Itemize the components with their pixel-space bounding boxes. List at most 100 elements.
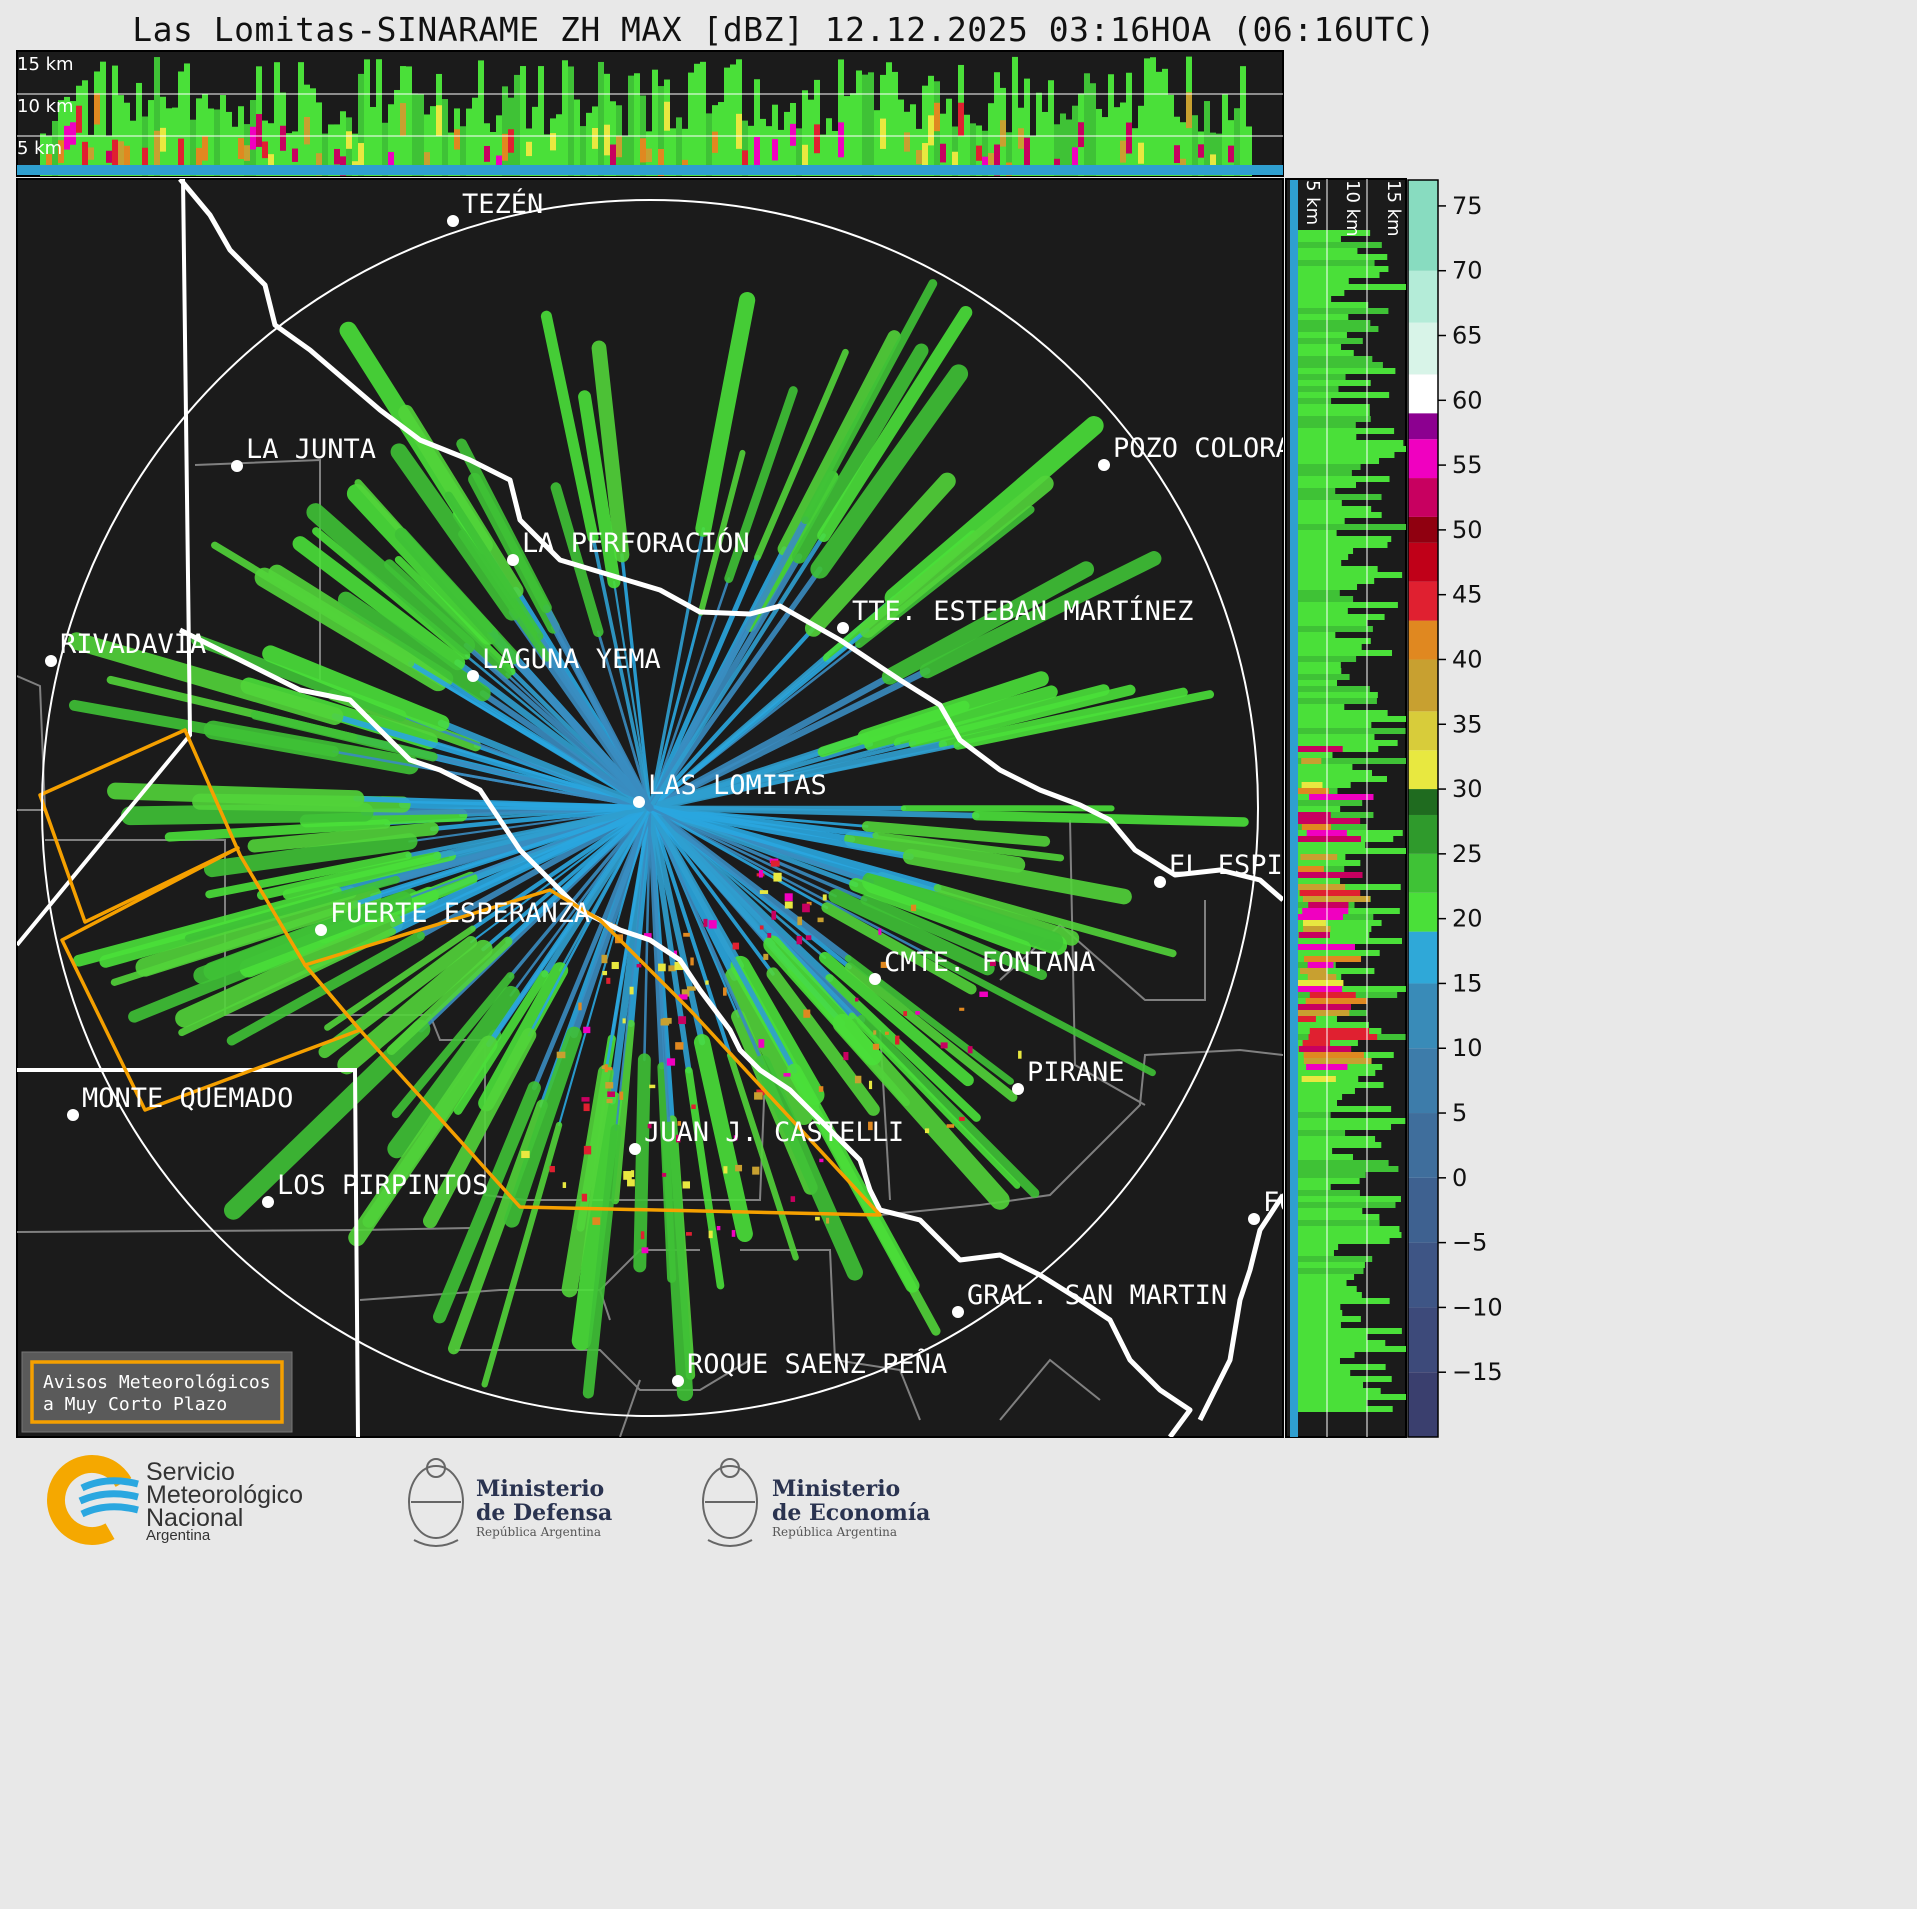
colorbar-band-2 [1408, 1242, 1438, 1308]
place-dot [447, 215, 459, 227]
argentina-shield-icon [702, 1458, 758, 1547]
place-dot [952, 1306, 964, 1318]
colorbar-tick-label: −5 [1452, 1229, 1487, 1257]
colorbar-tick-label: 0 [1452, 1164, 1467, 1192]
radar-map-panel: TEZÉN LA JUNTA POZO COLORADO LA PERFORACIÓN… [16, 178, 1377, 1438]
colorbar-tick-label: 5 [1452, 1099, 1467, 1127]
place-label: FORMOSA [1263, 1187, 1377, 1218]
colorbar-tick-label: 45 [1452, 581, 1483, 609]
smn-line3: Nacional [146, 1504, 243, 1532]
colorbar-bands [1408, 180, 1438, 1437]
colorbar-band-9 [1408, 853, 1438, 893]
colorbar-tick-label: 75 [1452, 192, 1483, 220]
place-dot [1098, 459, 1110, 471]
place-dot [67, 1109, 79, 1121]
colorbar-band-17 [1408, 542, 1438, 582]
place-dot [1012, 1083, 1024, 1095]
colorbar-band-19 [1408, 478, 1438, 517]
top-cross-section-echoes [17, 56, 1283, 176]
place-label: CMTE. FONTANA [884, 947, 1095, 978]
province-borders [17, 179, 360, 1437]
place-dot [629, 1143, 641, 1155]
warning-legend-line2: a Muy Corto Plazo [43, 1394, 227, 1415]
place-dot [1154, 876, 1166, 888]
place-dot [672, 1375, 684, 1387]
smn-logo-mark [47, 1455, 139, 1545]
colorbar-tick-label: 40 [1452, 645, 1483, 673]
side-height-label-15: 15 km [1383, 180, 1404, 237]
defensa-line1: Ministerio [476, 1476, 604, 1502]
range-ring [41, 199, 1259, 1417]
top-cross-section-panel: 15 km 10 km 5 km [16, 50, 1284, 177]
colorbar-tick-label: 70 [1452, 257, 1483, 285]
colorbar-band-0 [1408, 1372, 1438, 1437]
colorbar-tick-label: 20 [1452, 905, 1483, 933]
place-label: JUAN J. CASTELLI [644, 1117, 904, 1148]
place-dot [45, 655, 57, 667]
colorbar-tick-label: 50 [1452, 516, 1483, 544]
side-height-label-5: 5 km [1302, 180, 1323, 225]
place-label: LOS PIRPINTOS [277, 1170, 488, 1201]
smn-line1: Servicio [146, 1458, 235, 1486]
colorbar-band-15 [1408, 620, 1438, 660]
defensa-line3: República Argentina [476, 1525, 601, 1539]
smn-line2: Meteorológico [146, 1481, 303, 1509]
colorbar-tick-label: 25 [1452, 840, 1483, 868]
place-dot [837, 622, 849, 634]
place-label: RIVADAVIA [60, 629, 206, 660]
colorbar-band-10 [1408, 814, 1438, 854]
place-dot [633, 796, 645, 808]
colorbar-tick-label: 30 [1452, 775, 1483, 803]
colorbar-band-16 [1408, 581, 1438, 621]
place-dot [467, 670, 479, 682]
warning-legend: Avisos Meteorológicos a Muy Corto Plazo [21, 1351, 293, 1433]
colorbar-band-11 [1408, 789, 1438, 815]
colorbar-tick-label: 35 [1452, 710, 1483, 738]
defensa-logo: Ministerio de Defensa República Argentin… [408, 1458, 612, 1547]
colorbar-band-3 [1408, 1177, 1438, 1243]
colorbar-tick-label: 55 [1452, 451, 1483, 479]
smn-logo: Servicio Meteorológico Nacional Argentin… [47, 1455, 303, 1545]
place-markers: TEZÉN LA JUNTA POZO COLORADO LA PERFORACIÓN… [45, 188, 1377, 1387]
colorbar-band-5 [1408, 1048, 1438, 1114]
top-height-label-5: 5 km [17, 138, 62, 159]
place-label: LA JUNTA [246, 434, 376, 465]
place-label: LA PERFORACIÓN [522, 527, 750, 559]
colorbar-band-20 [1408, 439, 1438, 479]
colorbar-tick-label: 65 [1452, 322, 1483, 350]
side-cross-section-panel: 5 km 10 km 15 km [1285, 178, 1407, 1438]
colorbar-tick-label: −15 [1452, 1358, 1503, 1386]
colorbar-band-24 [1408, 270, 1438, 323]
place-label: FUERTE ESPERANZA [330, 898, 590, 929]
radar-reflectivity-rays [67, 279, 1249, 1402]
colorbar-band-21 [1408, 413, 1438, 440]
warning-legend-line1: Avisos Meteorológicos [43, 1372, 271, 1393]
place-dot [1248, 1213, 1260, 1225]
colorbar-band-6 [1408, 983, 1438, 1049]
place-label: ROQUE SAENZ PEÑA [687, 1348, 947, 1380]
economia-logo: Ministerio de Economía República Argenti… [702, 1458, 930, 1547]
colorbar-tick-label: −10 [1452, 1293, 1503, 1321]
top-height-label-15: 15 km [17, 54, 74, 75]
place-dot [262, 1196, 274, 1208]
colorbar-band-18 [1408, 516, 1438, 543]
place-label: TEZÉN [462, 188, 543, 220]
side-height-label-10: 10 km [1342, 180, 1363, 237]
place-label: LAS LOMITAS [648, 770, 827, 801]
argentina-shield-icon [408, 1458, 464, 1547]
place-dot [315, 924, 327, 936]
defensa-line2: de Defensa [476, 1500, 612, 1526]
economia-line3: República Argentina [772, 1525, 897, 1539]
colorbar-band-8 [1408, 892, 1438, 932]
place-label: EL ESPINILLO [1169, 850, 1364, 881]
colorbar-band-14 [1408, 659, 1438, 712]
colorbar-tick-label: 60 [1452, 386, 1483, 414]
page-title: Las Lomitas-SINARAME ZH MAX [dBZ] 12.12.… [132, 10, 1436, 49]
place-dot [231, 460, 243, 472]
colorbar-band-12 [1408, 750, 1438, 790]
colorbar-tick-label: 15 [1452, 969, 1483, 997]
place-label: GRAL. SAN MARTIN [967, 1280, 1227, 1311]
economia-line1: Ministerio [772, 1476, 900, 1502]
